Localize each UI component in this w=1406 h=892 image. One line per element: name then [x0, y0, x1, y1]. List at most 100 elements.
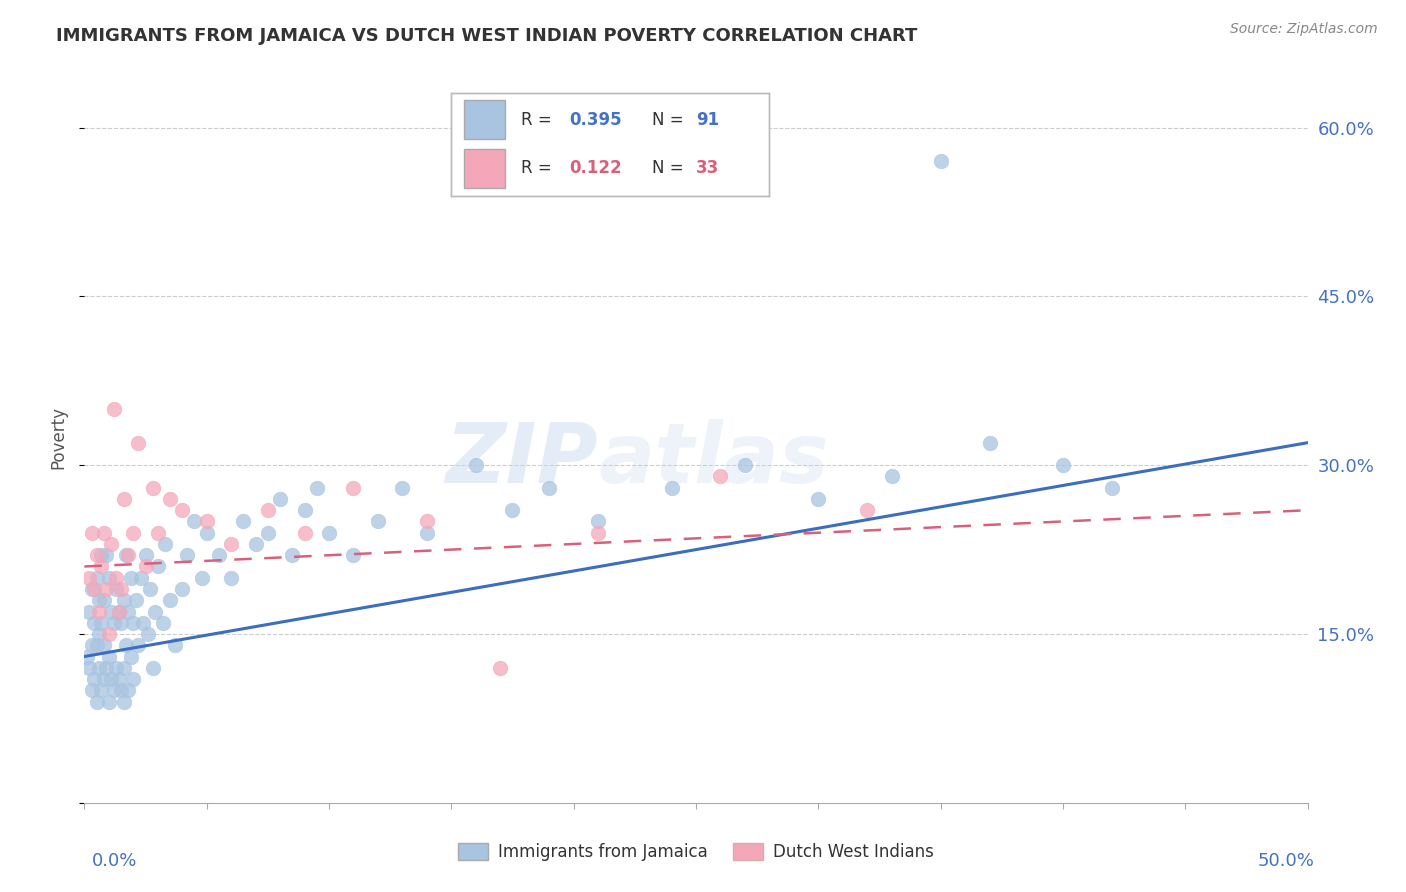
Point — [153, 537, 176, 551]
Point — [245, 537, 267, 551]
Point — [105, 582, 128, 596]
Point — [159, 491, 181, 506]
Point — [86, 694, 108, 708]
Point — [152, 615, 174, 630]
Point — [172, 582, 194, 596]
Point — [83, 672, 105, 686]
Point — [294, 503, 316, 517]
Point — [115, 638, 138, 652]
Text: 50.0%: 50.0% — [1258, 852, 1315, 870]
Text: atlas: atlas — [598, 418, 828, 500]
Point — [979, 435, 1001, 450]
Point — [87, 593, 110, 607]
Point — [502, 503, 524, 517]
Point — [105, 661, 128, 675]
Point — [734, 458, 756, 473]
Point — [97, 649, 120, 664]
Point — [342, 548, 364, 562]
Point — [1101, 481, 1123, 495]
Point — [661, 481, 683, 495]
Text: ZIP: ZIP — [446, 418, 598, 500]
Point — [103, 683, 125, 698]
Point — [257, 525, 280, 540]
Point — [305, 481, 328, 495]
Point — [100, 605, 122, 619]
Point — [97, 627, 120, 641]
Point — [880, 469, 903, 483]
Point — [142, 481, 165, 495]
Point — [115, 548, 138, 562]
Point — [464, 458, 486, 473]
Point — [86, 638, 108, 652]
Point — [122, 615, 145, 630]
Point — [86, 571, 108, 585]
Point — [96, 661, 118, 675]
Point — [110, 582, 132, 596]
Point — [136, 627, 159, 641]
Point — [103, 401, 125, 416]
Point — [83, 615, 105, 630]
Point — [107, 672, 129, 686]
Point — [176, 548, 198, 562]
Text: 0.0%: 0.0% — [91, 852, 136, 870]
Point — [100, 672, 122, 686]
Point — [132, 615, 155, 630]
Point — [120, 571, 142, 585]
Point — [87, 627, 110, 641]
Point — [86, 548, 108, 562]
Point — [146, 525, 169, 540]
Point — [90, 559, 112, 574]
Point — [139, 582, 162, 596]
Y-axis label: Poverty: Poverty — [49, 406, 67, 468]
Point — [93, 525, 115, 540]
Point — [125, 593, 148, 607]
Point — [807, 491, 830, 506]
Legend: Immigrants from Jamaica, Dutch West Indians: Immigrants from Jamaica, Dutch West Indi… — [451, 836, 941, 868]
Point — [856, 503, 879, 517]
Point — [709, 469, 731, 483]
Point — [80, 638, 103, 652]
Point — [80, 683, 103, 698]
Point — [112, 661, 135, 675]
Point — [96, 582, 118, 596]
Point — [90, 548, 112, 562]
Point — [110, 615, 132, 630]
Point — [110, 683, 132, 698]
Point — [93, 593, 115, 607]
Point — [120, 649, 142, 664]
Point — [416, 515, 439, 529]
Point — [112, 491, 135, 506]
Point — [172, 503, 194, 517]
Point — [97, 694, 120, 708]
Point — [122, 525, 145, 540]
Point — [80, 582, 103, 596]
Point — [122, 672, 145, 686]
Point — [100, 537, 122, 551]
Point — [96, 548, 118, 562]
Point — [257, 503, 280, 517]
Point — [219, 537, 242, 551]
Point — [135, 559, 157, 574]
Point — [195, 515, 218, 529]
Point — [135, 548, 157, 562]
Point — [232, 515, 254, 529]
Point — [83, 582, 105, 596]
Point — [342, 481, 364, 495]
Point — [159, 593, 181, 607]
Point — [1052, 458, 1074, 473]
Point — [77, 605, 100, 619]
Point — [112, 694, 135, 708]
Point — [107, 605, 129, 619]
Point — [93, 638, 115, 652]
Point — [489, 661, 512, 675]
Point — [117, 548, 139, 562]
Point — [103, 615, 125, 630]
Point — [117, 683, 139, 698]
Point — [129, 571, 152, 585]
Point — [318, 525, 340, 540]
Point — [80, 525, 103, 540]
Point — [77, 661, 100, 675]
Point — [929, 154, 952, 169]
Point — [143, 605, 166, 619]
Point — [146, 559, 169, 574]
